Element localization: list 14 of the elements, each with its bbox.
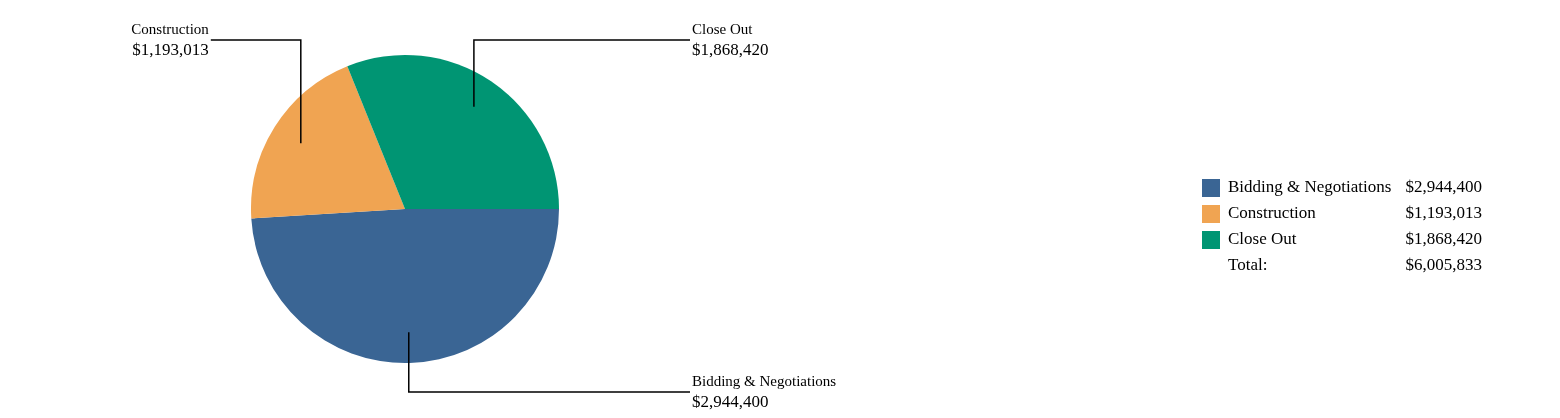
text: $6,005,833 (1404, 254, 1483, 276)
legend-label: Bidding & Negotiations (1227, 176, 1393, 198)
text: $1,193,013 (1405, 203, 1482, 222)
data-label: $1,193,013 (132, 39, 209, 59)
slice-label: Bidding & Negotiations (692, 373, 837, 390)
legend-label: Construction (1227, 202, 1317, 224)
legend-label: Close Out (1227, 228, 1298, 250)
slice-label: Close Out (692, 21, 754, 38)
text: $1,868,420 (1405, 229, 1482, 248)
data-label: $2,944,400 (692, 391, 769, 411)
text: Total: (1227, 254, 1269, 276)
slice-label: Construction (131, 21, 210, 38)
data-label: $1,868,420 (692, 39, 769, 59)
text: $2,944,400 (1405, 177, 1482, 196)
